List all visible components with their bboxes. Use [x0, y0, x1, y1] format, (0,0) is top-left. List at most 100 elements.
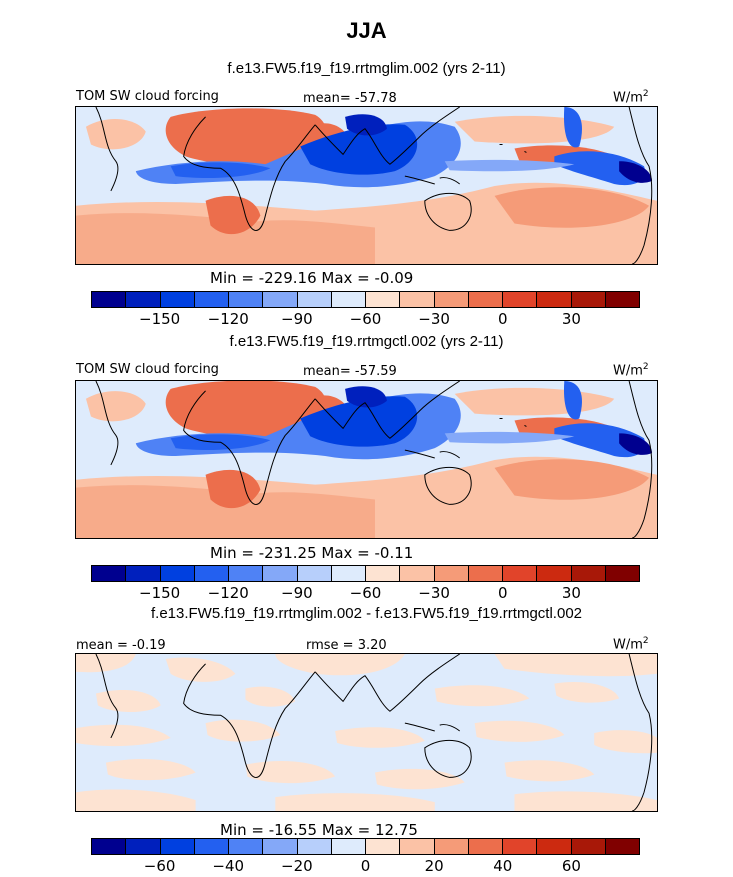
- panel-3-colorbar-cell: [537, 839, 572, 854]
- panel-1-colorbar-tick-label: −90: [281, 310, 313, 328]
- panel-1-central-america-negative: [554, 151, 646, 186]
- panel-3-colorbar-cell: [297, 839, 332, 854]
- season-title: JJA: [346, 18, 387, 43]
- panel-2-colorbar-cell: [366, 566, 401, 581]
- panel-1-colorbar-tick-label: −150: [139, 310, 181, 328]
- panel-3-units-label: W/m2: [613, 636, 649, 653]
- panel-2-colorbar-tick-label: 0: [497, 584, 508, 602]
- panel-3-colorbar-tick-label: 0: [360, 857, 371, 875]
- panel-2-pacific-itcz-negative: [444, 431, 575, 444]
- panel-2-central-america-strong: [619, 433, 653, 455]
- panel-3-colorbar: [91, 838, 640, 855]
- panel-1-coastlines: [95, 107, 653, 264]
- panel-1-southern-stronger-band: [76, 213, 375, 264]
- panel-1-colorbar-tick-label: 30: [561, 310, 581, 328]
- panel-1-colorbar-cell: [331, 292, 366, 307]
- panel-3-colorbar-cell: [400, 839, 435, 854]
- panel-2-colorbar-tick-label: −30: [418, 584, 450, 602]
- panel-2-colorbar-cell: [434, 566, 469, 581]
- panel-2-colorbar-cell: [503, 566, 538, 581]
- panel-2-colorbar-cell: [537, 566, 572, 581]
- panel-3-colorbar-cell: [571, 839, 606, 854]
- panel-3-colorbar-cell: [434, 839, 469, 854]
- panel-1-colorbar: [91, 291, 640, 308]
- panel-1-south-africa-positive: [205, 195, 261, 235]
- panel-2-colorbar-cell: [571, 566, 606, 581]
- panel-1-variable-label: TOM SW cloud forcing: [76, 89, 219, 104]
- panel-2-colorbar-tick-label: 30: [561, 584, 581, 602]
- panel-2-atlantic-positive: [85, 391, 146, 422]
- panel-2-map: [75, 380, 658, 539]
- panel-2-colorbar-cell: [126, 566, 161, 581]
- panel-2-south-pacific-high: [494, 459, 650, 500]
- panel-3-colorbar-cell: [92, 839, 127, 854]
- panel-3-colorbar-cell: [263, 839, 298, 854]
- panel-2-colorbar-tick-label: −60: [349, 584, 382, 602]
- panel-1-colorbar-cell: [229, 292, 264, 307]
- panel-2-colorbar-cell: [400, 566, 435, 581]
- panel-3-colorbar-cell: [605, 839, 639, 854]
- panel-2-minmax: Min = -231.25 Max = -0.11: [210, 544, 414, 562]
- panel-2-colorbar-tick-label: −120: [207, 584, 249, 602]
- panel-1-central-america-strong: [619, 161, 653, 183]
- panel-2-colorbar-cell: [160, 566, 195, 581]
- panel-1-pacific-itcz-negative: [444, 159, 575, 172]
- panel-3-colorbar-ticks: −60 −40 −20 0 20 40 60: [91, 857, 640, 877]
- panel-1-south-pacific-high: [494, 187, 650, 228]
- panel-3-colorbar-tick-label: −20: [281, 857, 313, 875]
- panel-3-minmax: Min = -16.55 Max = 12.75: [220, 821, 418, 839]
- panel-1-mean-label: mean= -57.78: [303, 91, 397, 106]
- panel-2-northwest-pacific-negative: [563, 381, 582, 420]
- panel-1-colorbar-cell: [366, 292, 401, 307]
- panel-2-colorbar-cell: [229, 566, 264, 581]
- panel-2-colorbar-cell: [297, 566, 332, 581]
- panel-3-mean-label: mean = -0.19: [76, 638, 166, 653]
- panel-2-colorbar: [91, 565, 640, 582]
- panel-2-colorbar-ticks: −150 −120 −90 −60 −30 0 30: [91, 584, 640, 604]
- panel-2-southern-stronger-band: [76, 485, 375, 538]
- panel-2-colorbar-tick-label: −90: [281, 584, 313, 602]
- panel-1-colorbar-cell: [605, 292, 639, 307]
- panel-3-colorbar-tick-label: 60: [561, 857, 581, 875]
- panel-2-monsoon-strong-negative: [300, 396, 418, 447]
- panel-2-coastlines: [95, 381, 653, 538]
- panel-1-northwest-pacific-negative: [563, 107, 582, 148]
- panel-1-colorbar-cell: [126, 292, 161, 307]
- panel-2-colorbar-cell: [468, 566, 503, 581]
- panel-2-mean-label: mean= -57.59: [303, 364, 397, 379]
- panel-1-colorbar-tick-label: −60: [349, 310, 382, 328]
- panel-1-colorbar-tick-label: −120: [207, 310, 249, 328]
- panel-1-colorbar-cell: [263, 292, 298, 307]
- panel-3-colorbar-cell: [503, 839, 538, 854]
- panel-1-colorbar-cell: [92, 292, 127, 307]
- panel-3-colorbar-cell: [366, 839, 401, 854]
- panel-2-colorbar-cell: [605, 566, 639, 581]
- panel-1-colorbar-tick-label: 0: [497, 310, 508, 328]
- panel-2-central-america-negative: [554, 423, 646, 458]
- panel-2-colorbar-cell: [194, 566, 229, 581]
- panel-1-colorbar-ticks: −150 −120 −90 −60 −30 0 30: [91, 310, 640, 330]
- panel-1-colorbar-cell: [571, 292, 606, 307]
- panel-3-colorbar-tick-label: 40: [493, 857, 513, 875]
- panel-2-bay-strong-negative: [345, 386, 387, 408]
- panel-3-colorbar-tick-label: 20: [424, 857, 444, 875]
- panel-2-south-africa-positive: [205, 469, 261, 509]
- panel-2-colorbar-cell: [263, 566, 298, 581]
- panel-1-minmax: Min = -229.16 Max = -0.09: [210, 269, 414, 287]
- panel-3-colorbar-cell: [468, 839, 503, 854]
- panel-3-colorbar-cell: [194, 839, 229, 854]
- panel-2-colorbar-cell: [92, 566, 127, 581]
- panel-2-units-label: W/m2: [613, 362, 649, 379]
- panel-3-colorbar-tick-label: −40: [212, 857, 245, 875]
- panel-1-colorbar-cell: [297, 292, 332, 307]
- panel-2-title: f.e13.FW5.f19_f19.rrtmgctl.002 (yrs 2-11…: [229, 333, 504, 350]
- panel-1-colorbar-cell: [194, 292, 229, 307]
- panel-1-colorbar-cell: [434, 292, 469, 307]
- panel-3-coastlines: [95, 654, 653, 811]
- panel-1-colorbar-cell: [468, 292, 503, 307]
- panel-1-colorbar-cell: [503, 292, 538, 307]
- panel-3-colorbar-cell: [160, 839, 195, 854]
- panel-3-colorbar-cell: [331, 839, 366, 854]
- panel-3-colorbar-cell: [229, 839, 264, 854]
- panel-1-title: f.e13.FW5.f19_f19.rrtmglim.002 (yrs 2-11…: [227, 60, 506, 77]
